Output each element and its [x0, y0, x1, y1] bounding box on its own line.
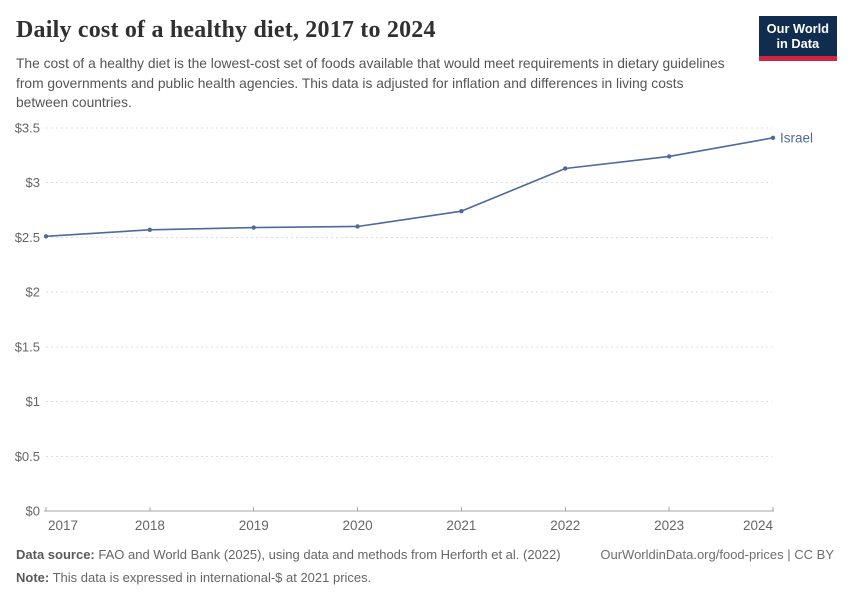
series-line-israel[interactable]	[45, 137, 774, 238]
x-tick-label: 2021	[446, 518, 476, 533]
x-tick-label: 2020	[343, 518, 373, 533]
y-tick-label: $1	[26, 394, 40, 409]
y-tick-label: $2.5	[15, 230, 40, 245]
data-source-label: Data source:	[16, 547, 95, 562]
data-point-2024[interactable]	[770, 135, 776, 141]
y-tick-label: $0	[26, 504, 40, 519]
x-tick-label: 2024	[743, 518, 774, 533]
y-tick-label: $2	[26, 285, 40, 300]
owid-logo-line2: in Data	[776, 36, 820, 52]
page-title: Daily cost of a healthy diet, 2017 to 20…	[16, 17, 436, 43]
note-label: Note:	[16, 569, 50, 585]
data-point-2021[interactable]	[459, 208, 464, 214]
chart-subtitle: The cost of a healthy diet is the lowest…	[16, 56, 725, 111]
data-source-text: Data source: FAO and World Bank (2025), …	[16, 546, 561, 564]
citation-link[interactable]: OurWorldinData.org/food-prices | CC BY	[600, 547, 834, 562]
data-point-2023[interactable]	[666, 154, 672, 159]
y-tick-label: $3	[26, 175, 40, 190]
data-point-2017[interactable]	[43, 234, 49, 239]
x-tick-label: 2019	[239, 518, 269, 533]
y-tick-label: $3.5	[15, 121, 40, 136]
y-tick-label: $0.5	[15, 449, 40, 464]
data-point-2020[interactable]	[355, 224, 360, 229]
x-tick-label: 2017	[48, 518, 78, 533]
chart-footer: Data source: FAO and World Bank (2025), …	[16, 546, 834, 586]
series-end-label: Israel	[780, 130, 813, 145]
owid-logo-line1: Our World	[766, 21, 829, 36]
x-tick-label: 2022	[550, 518, 580, 533]
owid-logo: Our World in Data	[758, 16, 837, 61]
x-tick-label: 2018	[135, 518, 165, 533]
line-chart[interactable]: $0 $0.5 $1 $1.5 $2 $2.5 $3 $3.5 2017 2018 2019 2020…	[0, 118, 850, 543]
data-point-2019[interactable]	[251, 225, 256, 230]
data-point-2018[interactable]	[147, 227, 153, 232]
note-text: Note: This data is expressed in internat…	[16, 569, 834, 587]
note-value: This data is expressed in international-…	[49, 569, 372, 585]
data-point-2022[interactable]	[563, 166, 568, 171]
y-tick-label: $1.5	[15, 339, 40, 354]
data-source-value: FAO and World Bank (2025), using data an…	[94, 547, 561, 562]
x-tick-label: 2023	[654, 518, 684, 533]
